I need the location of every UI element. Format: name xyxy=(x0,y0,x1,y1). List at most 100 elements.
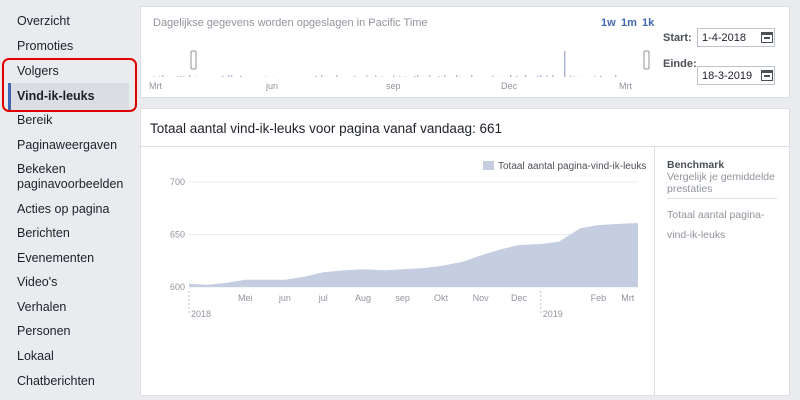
x-tick-label: Feb xyxy=(591,293,607,303)
sidebar-item-bekeken-paginavoorbeelden[interactable]: Bekeken paginavoorbeelden xyxy=(17,162,124,191)
x-tick-label: jul xyxy=(318,293,328,303)
likes-area-series xyxy=(189,223,638,287)
sidebar-item-lokaal[interactable]: Lokaal xyxy=(17,349,54,363)
calendar-icon[interactable] xyxy=(761,70,773,81)
y-tick-label: 600 xyxy=(170,282,185,292)
sparkline-bar xyxy=(414,75,416,77)
month-label: Mrt xyxy=(149,81,162,91)
x-tick-label: jun xyxy=(278,293,291,303)
sparkline-bar xyxy=(492,75,494,77)
sparkline-bar xyxy=(366,75,368,77)
start-date-value: 1-4-2018 xyxy=(702,32,747,44)
sparkline-bar xyxy=(228,75,230,77)
start-date-input[interactable]: 1-4-2018 xyxy=(697,28,775,47)
sidebar-item-overzicht[interactable]: Overzicht xyxy=(17,14,70,28)
sparkline-bar xyxy=(516,75,518,77)
y-tick-label: 700 xyxy=(170,177,185,187)
date-range-panel: Dagelijkse gegevens worden opgeslagen in… xyxy=(140,6,790,98)
sidebar-nav: Overzicht Promoties Volgers Vind-ik-leuk… xyxy=(0,0,137,400)
month-label: sep xyxy=(386,81,401,91)
sparkline-bar xyxy=(417,75,419,77)
sidebar-item-paginaweergaven[interactable]: Paginaweergaven xyxy=(17,138,118,152)
end-date-label: Einde: xyxy=(663,58,697,70)
sparkline-bar xyxy=(456,75,458,77)
sidebar-item-verhalen[interactable]: Verhalen xyxy=(17,300,67,314)
sidebar-item-promoties[interactable]: Promoties xyxy=(17,39,74,53)
year-label: 2018 xyxy=(191,309,211,319)
month-label: Dec xyxy=(501,81,518,91)
sidebar-item-evenementen[interactable]: Evenementen xyxy=(17,251,95,265)
x-tick-label: Mrt xyxy=(621,293,634,303)
period-1k-link[interactable]: 1k xyxy=(642,17,655,29)
end-date-input[interactable]: 18-3-2019 xyxy=(697,66,775,85)
sparkline-bar xyxy=(552,75,554,77)
sparkline-bar xyxy=(429,75,431,77)
divider xyxy=(654,147,655,395)
divider xyxy=(667,198,777,199)
sparkline-bar xyxy=(438,76,440,77)
sparkline-bar xyxy=(537,75,539,77)
x-tick-label: sep xyxy=(395,293,410,303)
year-label: 2019 xyxy=(543,309,563,319)
sparkline-bar xyxy=(393,75,395,77)
sparkline-bar xyxy=(594,76,596,77)
sparkline-bar xyxy=(471,75,473,77)
sparkline-bar xyxy=(546,75,548,77)
sidebar-item-acties-op-pagina[interactable]: Acties op pagina xyxy=(17,202,110,216)
range-handle-left[interactable] xyxy=(190,50,197,70)
sparkline-bar xyxy=(231,75,233,77)
legend-swatch xyxy=(483,161,494,170)
x-tick-label: Mei xyxy=(238,293,253,303)
sidebar-item-vind-ik-leuks[interactable]: Vind-ik-leuks xyxy=(8,83,129,110)
sparkline-bar xyxy=(159,76,161,77)
calendar-icon[interactable] xyxy=(761,32,773,43)
sparkline-bar xyxy=(180,75,182,77)
highlight-annotation xyxy=(2,58,137,112)
sparkline-bar xyxy=(153,76,155,77)
x-tick-label: Nov xyxy=(473,293,490,303)
sidebar-item-videos[interactable]: Video's xyxy=(17,275,58,289)
benchmark-subtitle: Vergelijk je gemiddelde prestaties xyxy=(667,171,775,195)
sparkline-bar xyxy=(399,76,401,77)
benchmark-title: Benchmark xyxy=(667,159,725,171)
sparkline-bar xyxy=(222,75,224,77)
x-tick-label: Aug xyxy=(355,293,371,303)
page-title: Totaal aantal vind-ik-leuks voor pagina … xyxy=(150,121,502,136)
y-tick-label: 650 xyxy=(170,230,185,240)
sparkline-bar xyxy=(315,75,317,77)
sparkline-bar xyxy=(444,75,446,77)
period-1m-link[interactable]: 1m xyxy=(621,17,637,29)
sparkline-bar xyxy=(573,76,575,77)
sparkline-bar xyxy=(615,75,617,77)
period-1w-link[interactable]: 1w xyxy=(601,17,616,29)
sparkline-bar xyxy=(189,75,191,77)
month-label: Mrt xyxy=(619,81,632,91)
month-label: jun xyxy=(265,81,278,91)
range-sparkline[interactable] xyxy=(141,7,651,77)
y-axis-ticks: 600 650 700 xyxy=(170,177,185,292)
sparkline-bar xyxy=(570,75,572,77)
sparkline-bar xyxy=(375,75,377,77)
sparkline-bar xyxy=(162,75,164,77)
likes-area-chart[interactable]: 600 650 700 Mei jun jul Aug sep Okt Nov Dec Feb Mrt… xyxy=(141,147,653,395)
start-date-label: Start: xyxy=(663,32,692,44)
timezone-note: Dagelijkse gegevens worden opgeslagen in… xyxy=(153,17,428,29)
sparkline-bar xyxy=(600,75,602,77)
sparkline-bar xyxy=(321,75,323,77)
end-date-value: 18-3-2019 xyxy=(702,70,753,82)
sparkline-bar xyxy=(240,75,242,77)
sparkline-bar xyxy=(564,51,566,77)
sidebar-item-volgers[interactable]: Volgers xyxy=(17,64,59,78)
sparkline-bars xyxy=(153,51,617,77)
sidebar-item-berichten[interactable]: Berichten xyxy=(17,226,70,240)
sparkline-bar xyxy=(525,75,527,77)
x-tick-label: Dec xyxy=(511,293,528,303)
likes-chart-panel: Totaal aantal vind-ik-leuks voor pagina … xyxy=(140,108,790,396)
benchmark-metric[interactable]: Totaal aantal pagina-vind-ik-leuks xyxy=(667,209,765,241)
sidebar-item-bereik[interactable]: Bereik xyxy=(17,113,53,127)
sparkline-bar xyxy=(510,75,512,77)
sidebar-item-personen[interactable]: Personen xyxy=(17,324,71,338)
range-handle-right[interactable] xyxy=(643,50,650,70)
sidebar-item-chatberichten[interactable]: Chatberichten xyxy=(17,374,95,388)
sparkline-bar xyxy=(354,75,356,77)
